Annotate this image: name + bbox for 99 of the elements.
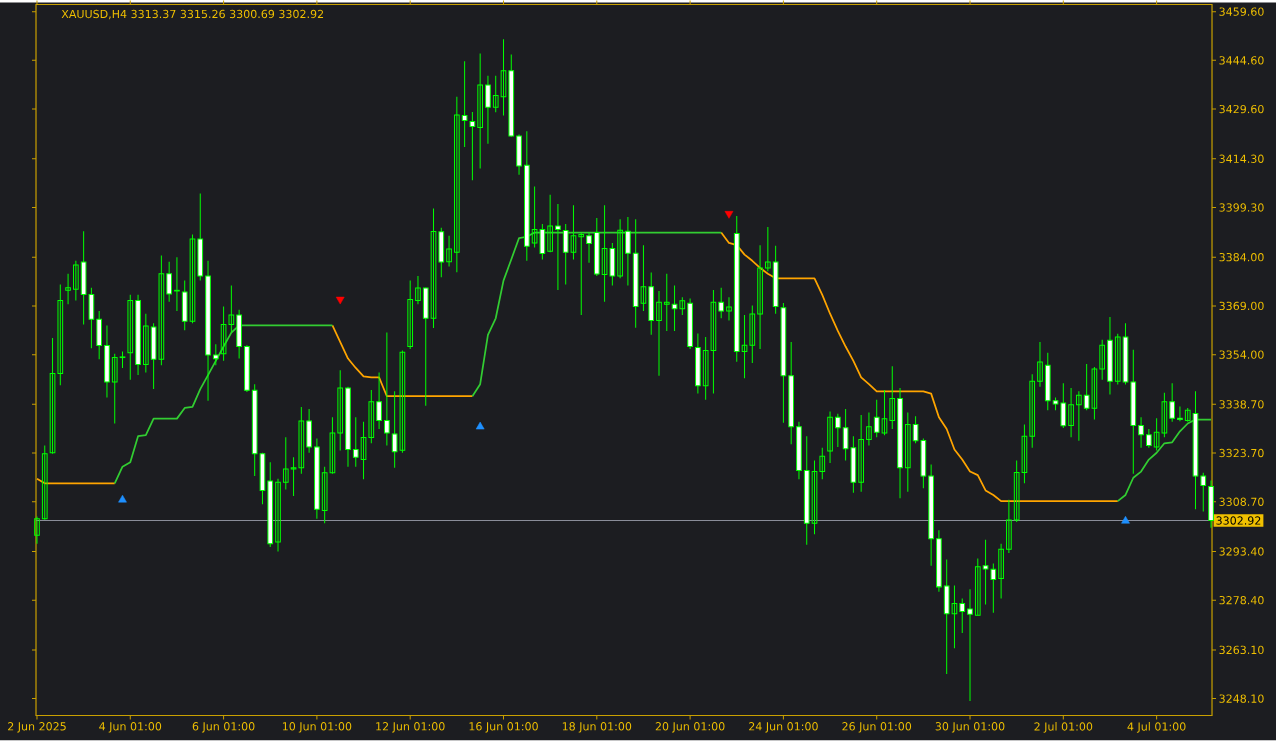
candlestick xyxy=(1068,387,1074,438)
candlestick xyxy=(111,353,118,425)
x-tick-label: 24 Jun 01:00 xyxy=(749,722,818,733)
candlestick xyxy=(726,296,732,322)
y-tick-label: 3384.00 xyxy=(1219,253,1264,262)
chart-title: XAUUSD,H4 3313.37 3315.26 3300.69 3302.92 xyxy=(61,10,324,20)
candlestick xyxy=(904,412,911,493)
candlestick xyxy=(143,313,149,374)
x-tick-label: 2 Jul 01:00 xyxy=(1034,722,1093,733)
candlestick xyxy=(811,460,818,536)
x-tick-label: 6 Jun 01:00 xyxy=(192,722,255,733)
candlestick xyxy=(881,389,888,436)
candlestick xyxy=(1099,339,1106,381)
candlestick xyxy=(757,244,763,350)
y-tick-label: 3414.30 xyxy=(1219,154,1264,164)
y-tick-label: 3293.40 xyxy=(1219,547,1264,556)
y-tick-label: 3354.00 xyxy=(1219,350,1264,360)
candlestick xyxy=(959,598,966,634)
candlestick xyxy=(282,436,289,491)
y-tick-label: 3263.10 xyxy=(1219,645,1264,655)
candlestick xyxy=(65,273,71,306)
y-tick-label: 3323.70 xyxy=(1219,449,1264,458)
candlestick xyxy=(974,558,981,616)
candlestick xyxy=(858,414,864,493)
candlestick xyxy=(1006,499,1012,554)
y-tick-label: 3308.70 xyxy=(1219,497,1264,507)
x-tick-label: 30 Jun 01:00 xyxy=(935,722,1005,733)
point xyxy=(118,495,127,503)
candlestick xyxy=(555,203,561,291)
x-tick-label: 16 Jun 01:00 xyxy=(469,722,538,733)
x-tick-label: 26 Jun 01:00 xyxy=(842,722,912,733)
candlestick xyxy=(663,273,670,332)
candlestick xyxy=(578,232,585,316)
candlestick xyxy=(1200,472,1207,513)
candlestick xyxy=(174,256,180,312)
candlestick xyxy=(866,412,872,447)
y-tick-label: 3248.10 xyxy=(1219,694,1264,704)
x-tick-label: 4 Jul 01:00 xyxy=(1127,722,1186,733)
candlestick xyxy=(492,75,499,114)
candlestick xyxy=(337,369,344,452)
candlestick xyxy=(625,216,631,287)
candlestick xyxy=(547,194,553,254)
candlestick xyxy=(477,53,483,170)
x-tick-label: 18 Jun 01:00 xyxy=(562,722,632,733)
y-tick-label: 3278.40 xyxy=(1219,596,1264,605)
candlestick xyxy=(384,332,390,447)
candlestick xyxy=(656,290,662,377)
candlestick xyxy=(1114,333,1121,386)
candlestick xyxy=(212,343,219,367)
candlestick xyxy=(41,445,48,521)
candlestick xyxy=(500,39,507,117)
y-tick-label: 3399.30 xyxy=(1219,203,1264,212)
candlestick xyxy=(469,111,476,181)
candlestick xyxy=(617,218,623,280)
candlestick xyxy=(835,413,841,448)
x-tick-label: 4 Jun 01:00 xyxy=(99,722,162,733)
candlestick xyxy=(415,275,421,306)
candlestick xyxy=(352,417,359,468)
x-tick-label: 2 Jun 2025 xyxy=(8,722,66,733)
candlestick xyxy=(461,61,468,148)
candlestick xyxy=(166,261,172,303)
x-tick-label: 20 Jun 01:00 xyxy=(655,722,725,733)
candlestick xyxy=(718,287,725,320)
candlestick xyxy=(765,226,771,272)
y-tick-label: 3369.00 xyxy=(1219,301,1264,311)
y-tick-label: 3338.70 xyxy=(1219,400,1264,409)
x-tick-label: 12 Jun 01:00 xyxy=(376,722,445,733)
x-tick-label: 10 Jun 01:00 xyxy=(282,722,352,733)
candlestick xyxy=(873,399,880,438)
candlestick xyxy=(827,411,833,464)
candlestick xyxy=(485,75,491,145)
y-tick-label: 3459.60 xyxy=(1219,7,1264,17)
candlestick xyxy=(998,543,1004,600)
candlestick xyxy=(1029,373,1036,449)
candlestick xyxy=(34,516,40,545)
candlestick xyxy=(586,232,592,264)
point xyxy=(724,211,734,219)
candlestick xyxy=(73,260,79,302)
candlestick xyxy=(446,235,452,268)
candlestick xyxy=(275,478,281,553)
candlestick xyxy=(127,294,134,381)
point xyxy=(1121,516,1130,524)
y-tick-label: 3444.60 xyxy=(1219,56,1264,65)
candlestick xyxy=(407,280,414,350)
candlestick xyxy=(1076,391,1082,442)
candlestick xyxy=(1169,382,1175,423)
candlestick xyxy=(1146,428,1152,449)
candlestick xyxy=(819,447,826,481)
candlestick xyxy=(889,366,896,430)
candlestick xyxy=(1037,341,1043,388)
point xyxy=(475,422,485,430)
candlestick xyxy=(967,588,973,702)
ref-line-label: 3302.92 xyxy=(1216,516,1261,525)
candlestick xyxy=(454,96,460,273)
point xyxy=(335,297,345,305)
candlestick xyxy=(376,372,382,430)
candlestick xyxy=(1138,417,1144,449)
y-tick-label: 3429.60 xyxy=(1219,105,1264,114)
candlestick xyxy=(1177,406,1183,422)
